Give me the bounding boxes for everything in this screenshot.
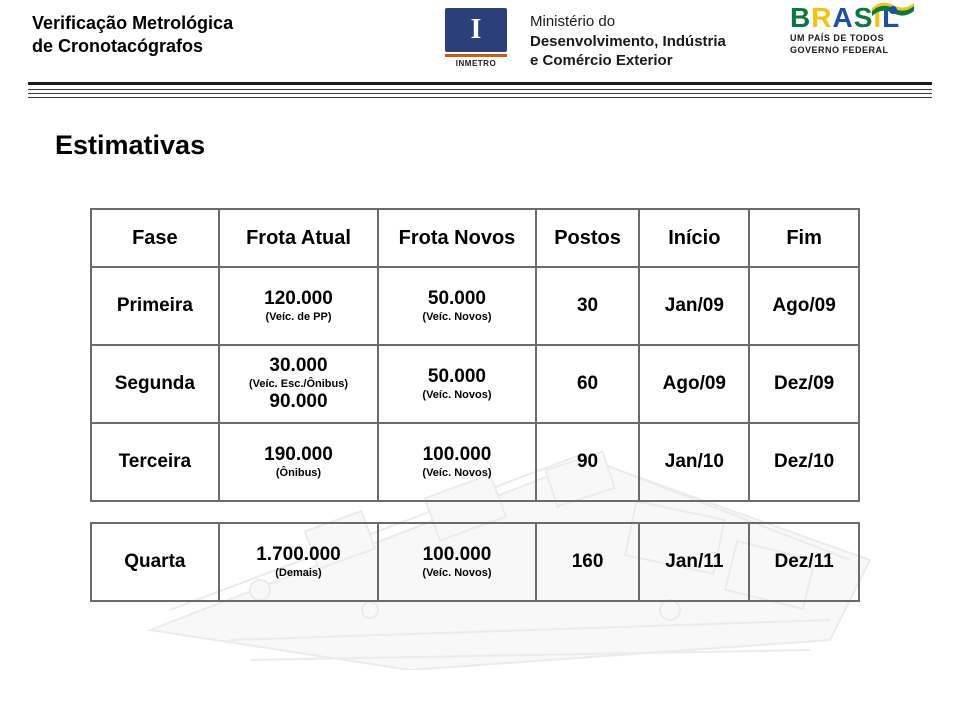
ministry-line1: Ministério do	[530, 12, 726, 32]
cell-fim: Dez/10	[749, 423, 859, 501]
inmetro-square: I	[445, 8, 507, 52]
header-rule-group	[28, 82, 932, 101]
ministry-line3: e Comércio Exterior	[530, 51, 726, 71]
note: (Veíc. de PP)	[265, 311, 331, 324]
cell-fase: Primeira	[91, 267, 219, 345]
brasil-sub2: GOVERNO FEDERAL	[790, 46, 930, 56]
cell-frota-atual: 190.000 (Ônibus)	[219, 423, 379, 501]
cell-postos: 160	[536, 523, 640, 601]
value: 50.000	[428, 288, 486, 310]
cell-frota-novos: 50.000 (Veíc. Novos)	[378, 267, 535, 345]
col-frota-atual: Frota Atual	[219, 209, 379, 267]
col-fim: Fim	[749, 209, 859, 267]
value: 100.000	[423, 544, 492, 566]
table-row: Primeira 120.000 (Veíc. de PP) 50.000 (V…	[91, 267, 859, 345]
header-rule-2	[28, 93, 932, 94]
note: (Veíc. Novos)	[422, 389, 491, 402]
header-rule-3	[28, 97, 932, 98]
note: (Veíc. Novos)	[422, 567, 491, 580]
value: 190.000	[264, 444, 333, 466]
cell-inicio: Jan/10	[639, 423, 749, 501]
table-row: Terceira 190.000 (Ônibus) 100.000 (Veíc.…	[91, 423, 859, 501]
value: 50.000	[428, 366, 486, 388]
col-fase: Fase	[91, 209, 219, 267]
cell-fase: Terceira	[91, 423, 219, 501]
header-title-line1: Verificação Metrológica	[32, 13, 233, 33]
inmetro-label: INMETRO	[445, 59, 507, 68]
cell-frota-novos: 100.000 (Veíc. Novos)	[378, 523, 535, 601]
cell-frota-novos: 50.000 (Veíc. Novos)	[378, 345, 535, 423]
cell-postos: 60	[536, 345, 640, 423]
table-row: Quarta 1.700.000 (Demais) 100.000 (Veíc.…	[91, 523, 859, 601]
note: (Veíc. Esc./Ônibus)	[249, 378, 348, 391]
note: (Veíc. Novos)	[422, 467, 491, 480]
cell-frota-atual: 1.700.000 (Demais)	[219, 523, 379, 601]
note: (Veíc. Novos)	[422, 311, 491, 324]
page-header: Verificação Metrológica de Cronotacógraf…	[0, 0, 960, 90]
cell-fim: Dez/09	[749, 345, 859, 423]
cell-inicio: Jan/11	[639, 523, 749, 601]
header-rule-1	[28, 89, 932, 90]
table-spacer	[91, 501, 859, 523]
cell-fase: Quarta	[91, 523, 219, 601]
col-frota-novos: Frota Novos	[378, 209, 535, 267]
cell-inicio: Ago/09	[639, 345, 749, 423]
cell-frota-novos: 100.000 (Veíc. Novos)	[378, 423, 535, 501]
cell-fim: Dez/11	[749, 523, 859, 601]
header-rule-thick	[28, 82, 932, 85]
value2: 90.000	[269, 391, 327, 413]
content-area: Estimativas	[55, 130, 905, 191]
cell-frota-atual: 120.000 (Veíc. de PP)	[219, 267, 379, 345]
col-inicio: Início	[639, 209, 749, 267]
brasil-flag-icon	[872, 2, 914, 20]
value: 100.000	[423, 444, 492, 466]
estimates-table: Fase Frota Atual Frota Novos Postos Iníc…	[90, 208, 860, 602]
value: 120.000	[264, 288, 333, 310]
section-title: Estimativas	[55, 130, 905, 161]
cell-fase: Segunda	[91, 345, 219, 423]
header-title: Verificação Metrológica de Cronotacógraf…	[32, 12, 233, 57]
cell-postos: 30	[536, 267, 640, 345]
header-title-line2: de Cronotacógrafos	[32, 36, 203, 56]
ministry-line2: Desenvolvimento, Indústria	[530, 32, 726, 52]
inmetro-letter: I	[471, 14, 482, 46]
table-row: Segunda 30.000 (Veíc. Esc./Ônibus) 90.00…	[91, 345, 859, 423]
cell-fim: Ago/09	[749, 267, 859, 345]
cell-inicio: Jan/09	[639, 267, 749, 345]
table-header-row: Fase Frota Atual Frota Novos Postos Iníc…	[91, 209, 859, 267]
note: (Demais)	[275, 567, 321, 580]
brasil-sub1: UM PAÍS DE TODOS	[790, 34, 930, 44]
inmetro-logo: I INMETRO	[445, 8, 507, 70]
col-postos: Postos	[536, 209, 640, 267]
note: (Ônibus)	[276, 467, 321, 480]
value: 30.000	[269, 355, 327, 377]
cell-frota-atual: 30.000 (Veíc. Esc./Ônibus) 90.000	[219, 345, 379, 423]
inmetro-orange-bar	[445, 54, 507, 57]
value: 1.700.000	[256, 544, 341, 566]
cell-postos: 90	[536, 423, 640, 501]
brasil-logo: BRASIL UM PAÍS DE TODOS GOVERNO FEDERAL	[790, 4, 930, 56]
ministry-text: Ministério do Desenvolvimento, Indústria…	[530, 12, 726, 71]
